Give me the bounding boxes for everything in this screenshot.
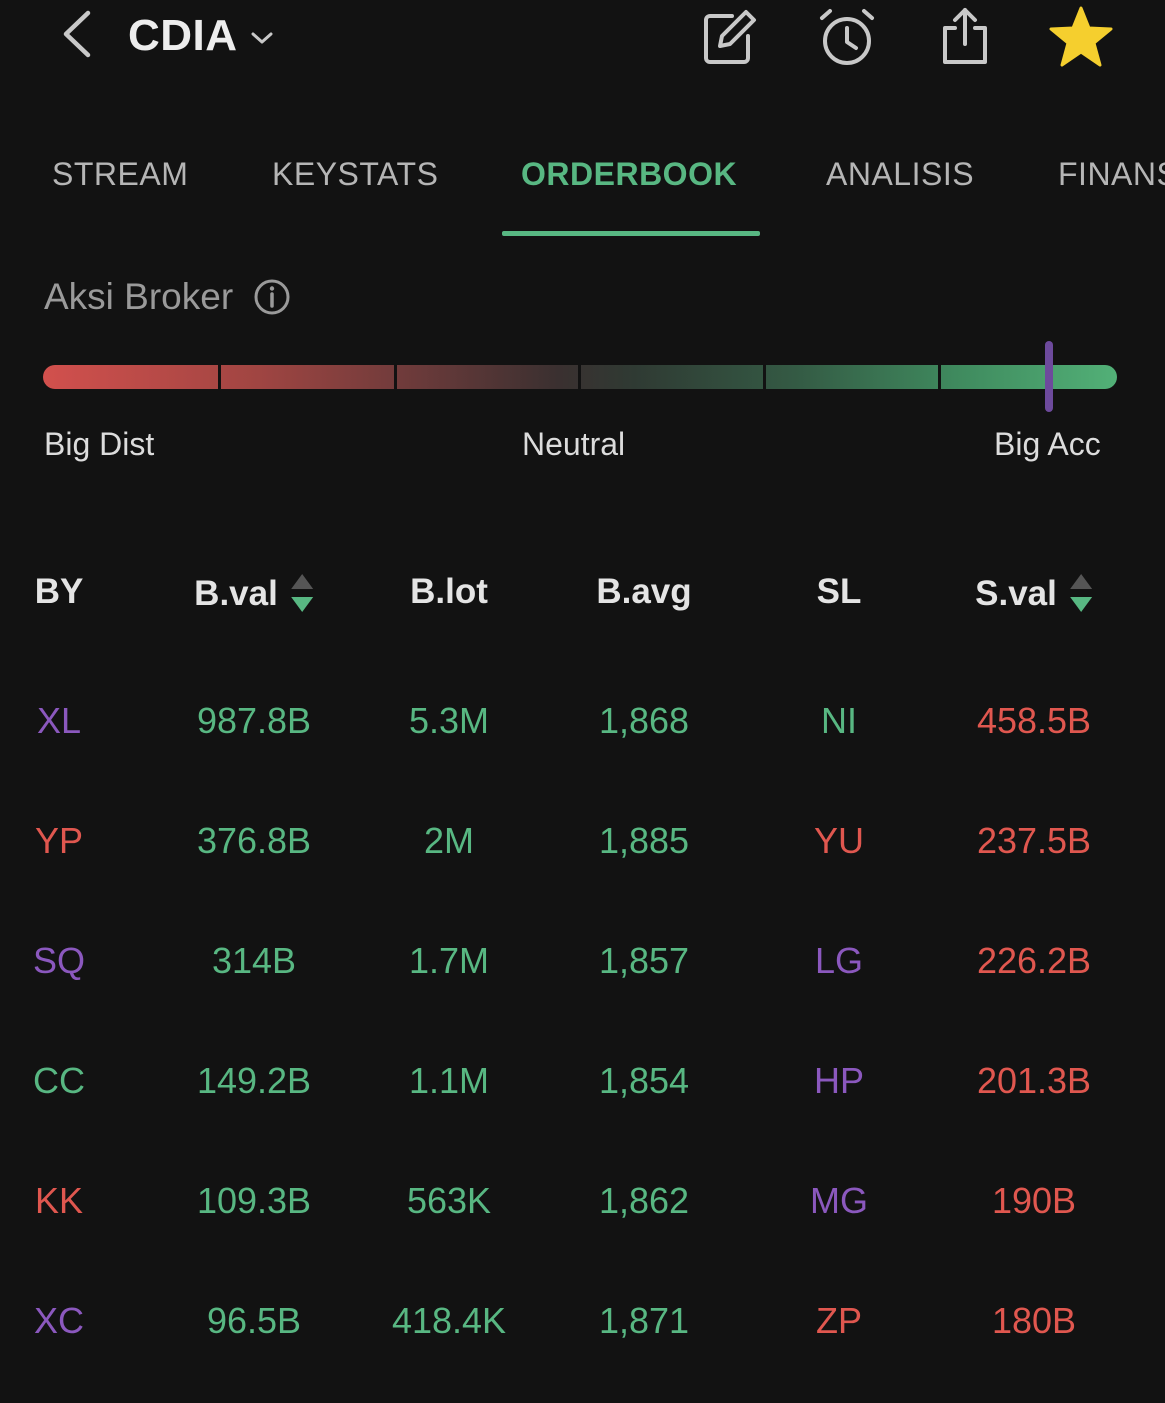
column-header-sl: SL (816, 572, 862, 611)
alarm-clock-icon (816, 6, 878, 73)
seller-broker-code: HP (813, 1060, 865, 1101)
column-header-by: BY (34, 572, 84, 611)
seller-broker-code: YU (813, 820, 865, 861)
seller-broker-code: ZP (815, 1300, 863, 1341)
edit-icon (698, 6, 760, 73)
aksi-broker-header: Aksi Broker (44, 276, 291, 318)
table-row[interactable]: CC 149.2B 1.1M 1,854 HP 201.3B (0, 1010, 1165, 1130)
buy-lot: 2M (423, 820, 475, 861)
tab-finans[interactable]: FINANS (1058, 156, 1165, 192)
tab-orderbook[interactable]: ORDERBOOK (521, 156, 738, 192)
table-row[interactable]: KK 109.3B 563K 1,862 MG 190B (0, 1130, 1165, 1250)
buy-lot: 5.3M (408, 700, 490, 741)
back-button[interactable] (52, 8, 102, 64)
buyer-broker-code: CC (33, 1060, 85, 1101)
info-icon[interactable] (253, 278, 291, 316)
buy-average: 1,885 (598, 820, 690, 861)
top-bar: CDIA (0, 0, 1165, 90)
broker-table: BY B.val B.lot B.avg SL S.val XL 987.8B 5.… (0, 540, 1165, 1341)
column-header-bval-label: B.val (194, 574, 278, 613)
buy-value: 376.8B (196, 820, 312, 861)
sell-value: 190B (991, 1180, 1077, 1221)
table-header: BY B.val B.lot B.avg SL S.val (0, 540, 1165, 650)
buy-value: 314B (211, 940, 297, 981)
buy-average: 1,862 (598, 1180, 690, 1221)
tab-keystats[interactable]: KEYSTATS (272, 156, 439, 192)
column-header-blot: B.lot (410, 572, 488, 611)
meter-segment-divider (763, 365, 766, 389)
meter-label-neutral: Neutral (522, 426, 626, 462)
sell-value: 458.5B (976, 700, 1092, 741)
buyer-broker-code: XC (33, 1300, 85, 1341)
broker-action-meter (43, 365, 1117, 389)
chevron-left-icon (60, 9, 94, 64)
meter-segment-divider (394, 365, 397, 389)
sell-value: 180B (991, 1300, 1077, 1341)
sell-value: 237.5B (976, 820, 1092, 861)
buy-lot: 563K (406, 1180, 492, 1221)
buy-value: 109.3B (196, 1180, 312, 1221)
aksi-broker-title: Aksi Broker (44, 276, 234, 317)
buy-lot: 418.4K (391, 1300, 507, 1341)
buy-average: 1,854 (598, 1060, 690, 1101)
buyer-broker-code: SQ (32, 940, 86, 981)
star-icon (1048, 5, 1114, 74)
alarm-button[interactable] (812, 4, 882, 74)
buyer-broker-code: XL (36, 700, 82, 741)
sort-icon[interactable] (290, 572, 314, 616)
sort-icon[interactable] (1069, 572, 1093, 616)
column-header-sval[interactable]: S.val (975, 572, 1093, 616)
meter-indicator (1045, 341, 1053, 412)
buy-average: 1,868 (598, 700, 690, 741)
column-header-bval[interactable]: B.val (194, 572, 314, 616)
meter-segment-divider (938, 365, 941, 389)
edit-button[interactable] (694, 4, 764, 74)
share-button[interactable] (930, 4, 1000, 74)
column-header-sval-label: S.val (975, 574, 1057, 613)
share-icon (937, 6, 993, 73)
favorite-button[interactable] (1046, 4, 1116, 74)
meter-label-big-acc: Big Acc (994, 426, 1101, 462)
meter-segment-divider (218, 365, 221, 389)
meter-segment-divider (578, 365, 581, 389)
table-row[interactable]: XL 987.8B 5.3M 1,868 NI 458.5B (0, 650, 1165, 770)
ticker-symbol: CDIA (128, 11, 238, 60)
buy-lot: 1.1M (408, 1060, 490, 1101)
buy-value: 149.2B (196, 1060, 312, 1101)
buy-lot: 1.7M (408, 940, 490, 981)
buyer-broker-code: YP (34, 820, 84, 861)
table-row[interactable]: YP 376.8B 2M 1,885 YU 237.5B (0, 770, 1165, 890)
buy-average: 1,871 (598, 1300, 690, 1341)
sell-value: 226.2B (976, 940, 1092, 981)
seller-broker-code: NI (821, 700, 857, 741)
ticker-selector[interactable]: CDIA (128, 10, 274, 62)
seller-broker-code: LG (814, 940, 864, 981)
table-row[interactable]: XC 96.5B 418.4K 1,871 ZP 180B (0, 1250, 1165, 1370)
chevron-down-icon (250, 31, 274, 45)
tab-stream[interactable]: STREAM (52, 156, 189, 192)
table-row[interactable]: SQ 314B 1.7M 1,857 LG 226.2B (0, 890, 1165, 1010)
buy-value: 987.8B (196, 700, 312, 741)
seller-broker-code: MG (810, 1180, 868, 1221)
tab-analisis[interactable]: ANALISIS (826, 156, 975, 192)
column-header-bavg: B.avg (596, 572, 692, 611)
meter-label-big-dist: Big Dist (44, 426, 155, 462)
buyer-broker-code: KK (34, 1180, 84, 1221)
active-tab-indicator (502, 231, 760, 236)
buy-average: 1,857 (598, 940, 690, 981)
tab-bar: STREAM KEYSTATS ORDERBOOK ANALISIS FINAN… (0, 140, 1165, 240)
buy-value: 96.5B (206, 1300, 302, 1341)
sell-value: 201.3B (976, 1060, 1092, 1101)
